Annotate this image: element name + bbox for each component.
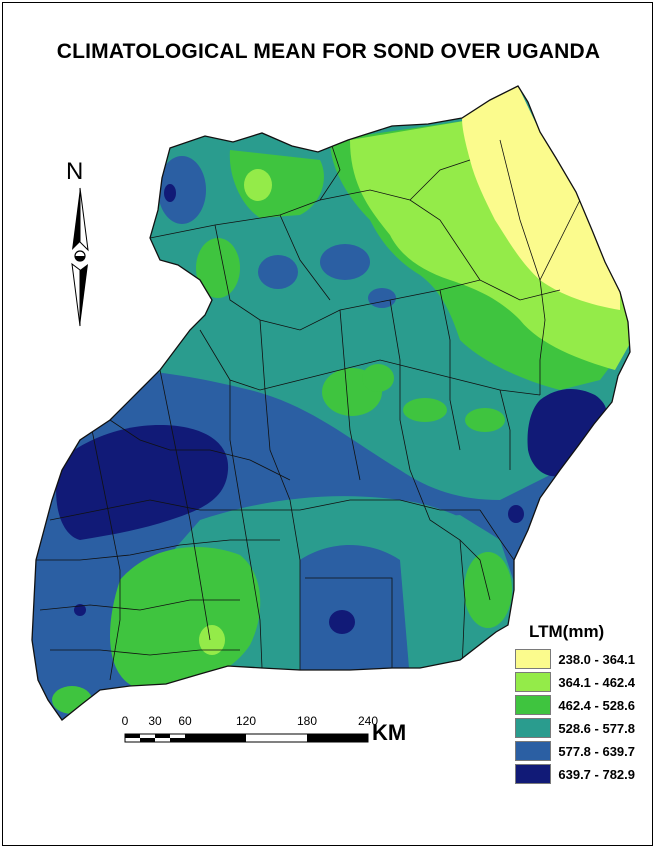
legend-label: 364.1 - 462.4 xyxy=(558,674,635,690)
scale-tick-30: 30 xyxy=(148,714,162,728)
legend-label: 577.8 - 639.7 xyxy=(558,743,635,759)
legend-swatch xyxy=(515,649,552,669)
legend: LTM(mm) 238.0 - 364.1 364.1 - 462.4 462.… xyxy=(515,622,635,786)
map-title: CLIMATOLOGICAL MEAN FOR SOND OVER UGANDA xyxy=(56,40,601,63)
scale-tick-240: 240 xyxy=(357,714,379,728)
legend-swatch xyxy=(515,741,552,761)
legend-swatch xyxy=(515,718,552,738)
scale-unit: KM xyxy=(372,720,407,745)
legend-swatch xyxy=(515,672,552,692)
scale-tick-60: 60 xyxy=(178,714,192,728)
legend-item: 238.0 - 364.1 xyxy=(515,648,635,670)
legend-swatch xyxy=(515,695,552,715)
legend-item: 577.8 - 639.7 xyxy=(515,740,635,762)
legend-item: 639.7 - 782.9 xyxy=(515,763,635,785)
scale-tick-0: 0 xyxy=(121,714,129,728)
north-arrow xyxy=(71,187,89,327)
legend-swatch xyxy=(515,764,552,784)
legend-label: 639.7 - 782.9 xyxy=(558,766,635,782)
legend-item: 364.1 - 462.4 xyxy=(515,671,635,693)
legend-item: 462.4 - 528.6 xyxy=(515,694,635,716)
legend-label: 238.0 - 364.1 xyxy=(558,651,635,667)
north-label: N xyxy=(66,158,84,185)
scale-bar xyxy=(124,733,369,743)
scale-tick-180: 180 xyxy=(296,714,318,728)
legend-item: 528.6 - 577.8 xyxy=(515,717,635,739)
legend-title: LTM(mm) xyxy=(529,622,605,641)
legend-label: 462.4 - 528.6 xyxy=(558,697,635,713)
legend-label: 528.6 - 577.8 xyxy=(558,720,635,736)
scale-tick-120: 120 xyxy=(235,714,257,728)
